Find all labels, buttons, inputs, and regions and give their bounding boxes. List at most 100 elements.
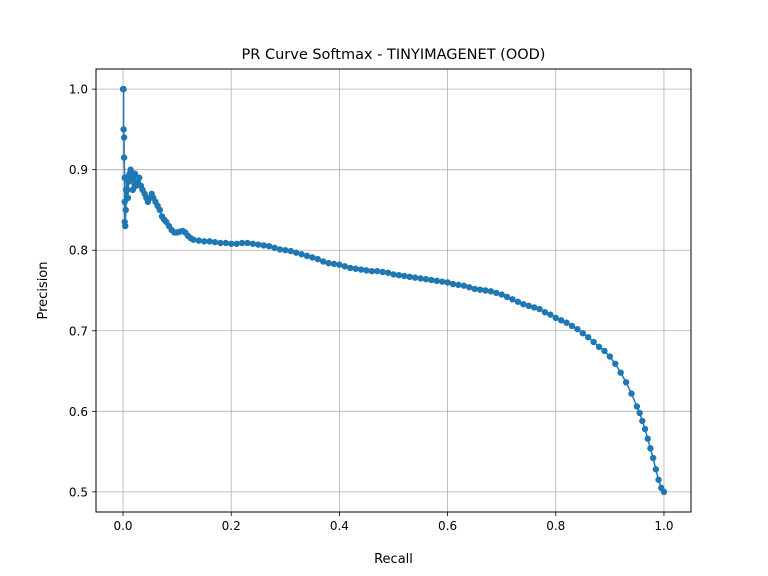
data-point [120,134,128,141]
x-tick-label: 1.0 [654,519,673,533]
data-point [211,238,219,246]
data-point [124,186,131,194]
data-point [482,287,489,294]
data-point [379,268,386,276]
series-layer [119,85,668,496]
data-point [433,277,440,285]
data-point [200,238,208,245]
data-point [319,258,327,265]
series-markers [119,85,668,496]
data-point [487,288,495,295]
data-point [612,360,619,367]
data-point [444,279,451,286]
data-point [574,325,581,333]
data-point [190,236,197,243]
y-axis-label: Precision [36,261,51,319]
data-point [401,272,408,280]
data-point [585,334,592,341]
data-point [644,435,651,442]
y-tick-label: 1.0 [69,83,88,97]
data-point [514,298,522,305]
x-axis-label: Recall [374,552,413,567]
data-point [476,286,484,293]
data-point [314,255,321,263]
data-point [590,338,597,346]
data-point [460,282,468,289]
data-point [628,390,635,397]
data-point [449,280,457,288]
data-point [282,247,289,254]
data-point [122,222,129,230]
data-point [471,285,478,293]
y-axis-ticks: 0.5 0.6 0.7 0.8 0.9 1.0 [69,83,96,499]
data-point [260,242,267,249]
data-point [601,347,608,355]
data-point [384,269,392,276]
data-point [271,244,278,252]
data-point [292,249,300,256]
data-point [368,267,376,275]
data-point [411,274,419,281]
data-point [579,329,587,337]
data-point [652,466,660,473]
data-point [276,246,284,253]
data-point [525,302,532,310]
data-point [136,174,143,181]
y-tick-label: 0.8 [69,244,88,258]
data-point [493,289,500,297]
data-point [617,369,624,376]
data-point [498,291,505,298]
data-point [563,319,570,326]
data-point [660,488,668,496]
data-point [124,194,132,202]
data-point [131,170,139,177]
data-point [120,126,127,133]
data-point [127,166,134,173]
data-point [374,267,381,275]
data-point [455,281,462,289]
data-point [606,353,614,360]
y-tick-label: 0.9 [69,163,88,177]
x-axis-ticks: 0.0 0.2 0.4 0.6 0.8 1.0 [113,512,674,533]
data-point [287,247,294,255]
x-tick-label: 0.0 [113,519,132,533]
data-point [633,403,641,410]
data-point [255,241,262,248]
data-point [122,206,129,214]
data-point [303,252,311,260]
data-point [520,300,527,308]
y-tick-label: 0.6 [69,405,88,419]
data-point [120,85,127,93]
data-point [298,251,305,258]
data-point [156,206,164,214]
data-point [357,266,365,273]
data-point [330,260,338,268]
plot-frame [95,68,692,513]
data-point [309,254,316,261]
y-tick-label: 0.5 [69,485,88,499]
x-tick-label: 0.6 [438,519,457,533]
data-point [641,425,649,433]
grid [96,69,691,512]
data-point [228,240,235,247]
data-point [428,276,435,284]
data-point [552,314,559,322]
data-point [341,263,349,270]
data-point [206,238,213,245]
data-point [541,309,549,316]
data-point [595,343,603,351]
data-point [233,240,240,247]
data-point [466,284,473,291]
data-point [352,265,359,272]
data-point [509,296,516,303]
data-point [536,305,543,313]
data-point [244,239,251,247]
x-tick-label: 0.8 [546,519,565,533]
data-point [547,311,554,318]
data-point [336,261,343,268]
y-tick-label: 0.7 [69,324,88,338]
data-point [363,267,370,274]
x-tick-label: 0.4 [330,519,349,533]
